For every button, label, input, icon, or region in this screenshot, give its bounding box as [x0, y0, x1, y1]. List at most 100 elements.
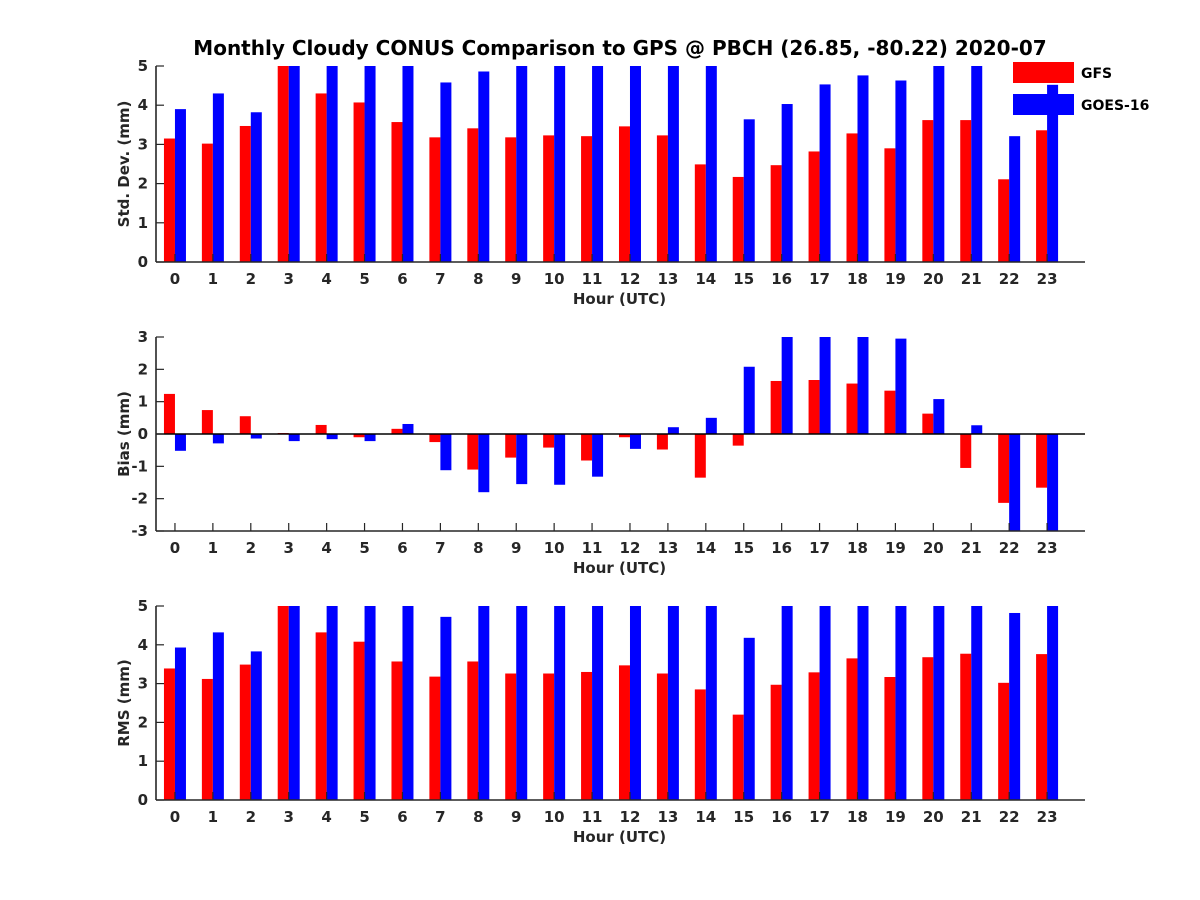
y-tick-label: 2 — [138, 175, 148, 193]
bar-goes16-hour-9 — [516, 66, 528, 262]
bar-gfs-hour-1 — [201, 143, 213, 262]
x-tick-label: 14 — [695, 808, 716, 826]
x-tick-label: 9 — [511, 539, 521, 557]
bar-goes16-hour-0 — [174, 109, 186, 263]
bar-goes16-hour-8 — [478, 71, 490, 263]
bar-gfs-hour-4 — [315, 424, 327, 434]
bar-gfs-hour-13 — [656, 434, 668, 450]
y-tick-label: 1 — [138, 752, 148, 770]
bar-gfs-hour-13 — [656, 673, 668, 800]
bar-goes16-hour-21 — [971, 606, 983, 800]
y-tick-label: 1 — [138, 393, 148, 411]
bar-gfs-hour-9 — [505, 673, 517, 800]
bar-gfs-hour-16 — [770, 380, 782, 434]
bar-goes16-hour-18 — [857, 75, 869, 262]
x-tick-label: 14 — [695, 539, 716, 557]
x-tick-label: 22 — [999, 539, 1020, 557]
bar-gfs-hour-5 — [353, 102, 365, 263]
bar-goes16-hour-14 — [705, 66, 717, 262]
x-tick-label: 11 — [582, 808, 603, 826]
y-tick-label: 3 — [138, 135, 148, 153]
bar-goes16-hour-0 — [174, 434, 186, 451]
bar-gfs-hour-15 — [732, 434, 744, 446]
bar-goes16-hour-10 — [554, 66, 566, 262]
x-tick-label: 20 — [923, 539, 944, 557]
y-tick-label: 4 — [138, 96, 148, 114]
bar-gfs-hour-1 — [201, 410, 213, 434]
x-tick-label: 21 — [961, 539, 982, 557]
x-tick-label: 23 — [1037, 808, 1058, 826]
bar-gfs-hour-19 — [884, 390, 896, 434]
x-tick-label: 6 — [397, 808, 407, 826]
bar-gfs-hour-4 — [315, 632, 327, 800]
bar-goes16-hour-20 — [933, 66, 945, 262]
bar-gfs-hour-14 — [694, 164, 706, 262]
bar-gfs-hour-21 — [960, 120, 972, 262]
bar-gfs-hour-14 — [694, 689, 706, 800]
bar-gfs-hour-0 — [163, 138, 175, 262]
bar-goes16-hour-3 — [288, 434, 300, 442]
x-tick-label: 12 — [620, 270, 641, 288]
x-tick-label: 0 — [170, 270, 180, 288]
bar-goes16-hour-9 — [516, 606, 528, 800]
bar-gfs-hour-20 — [922, 413, 934, 434]
x-tick-label: 1 — [208, 808, 218, 826]
bar-gfs-hour-2 — [239, 664, 251, 800]
x-tick-label: 17 — [809, 270, 830, 288]
bar-gfs-hour-12 — [618, 126, 630, 263]
legend-swatch-gfs — [1013, 62, 1074, 83]
bar-goes16-hour-1 — [212, 434, 224, 444]
legend-swatch-goes16 — [1013, 94, 1074, 115]
bar-goes16-hour-8 — [478, 434, 490, 493]
bar-goes16-hour-1 — [212, 93, 224, 262]
bar-goes16-hour-2 — [250, 651, 262, 800]
bar-gfs-hour-6 — [391, 428, 403, 434]
bar-goes16-hour-11 — [592, 434, 604, 477]
x-tick-label: 13 — [657, 808, 678, 826]
bar-goes16-hour-23 — [1047, 434, 1059, 531]
x-tick-label: 15 — [733, 539, 754, 557]
y-tick-label: 2 — [138, 360, 148, 378]
x-tick-label: 20 — [923, 270, 944, 288]
y-tick-label: 4 — [138, 636, 148, 654]
y-axis-label: Std. Dev. (mm) — [115, 101, 133, 228]
x-tick-label: 11 — [582, 539, 603, 557]
bar-goes16-hour-20 — [933, 606, 945, 800]
bar-gfs-hour-2 — [239, 125, 251, 262]
bar-goes16-hour-23 — [1047, 606, 1059, 800]
bar-goes16-hour-23 — [1047, 84, 1059, 262]
bar-gfs-hour-18 — [846, 383, 858, 434]
x-tick-label: 10 — [544, 270, 565, 288]
x-tick-label: 8 — [473, 270, 483, 288]
bar-goes16-hour-5 — [364, 434, 376, 442]
bar-goes16-hour-3 — [288, 66, 300, 262]
bar-goes16-hour-6 — [402, 606, 414, 800]
x-tick-label: 1 — [208, 270, 218, 288]
x-tick-label: 5 — [359, 808, 369, 826]
y-axis-label: RMS (mm) — [115, 659, 133, 746]
legend: GFS GOES-16 — [1013, 62, 1149, 115]
x-tick-label: 0 — [170, 539, 180, 557]
legend-label-goes16: GOES-16 — [1081, 98, 1149, 114]
x-tick-label: 18 — [847, 808, 868, 826]
bar-goes16-hour-0 — [174, 647, 186, 800]
y-tick-label: 0 — [138, 425, 148, 443]
bar-gfs-hour-17 — [808, 151, 820, 262]
bar-gfs-hour-20 — [922, 657, 934, 800]
x-tick-label: 17 — [809, 539, 830, 557]
bar-gfs-hour-10 — [543, 673, 555, 800]
x-tick-label: 3 — [283, 808, 293, 826]
bar-goes16-hour-19 — [895, 606, 907, 800]
y-tick-label: -2 — [131, 490, 148, 508]
bar-gfs-hour-1 — [201, 678, 213, 800]
bar-goes16-hour-22 — [1009, 612, 1021, 800]
bar-gfs-hour-15 — [732, 176, 744, 262]
bar-gfs-hour-5 — [353, 434, 365, 438]
bar-goes16-hour-5 — [364, 66, 376, 262]
bar-goes16-hour-10 — [554, 434, 566, 485]
x-tick-label: 8 — [473, 808, 483, 826]
bar-gfs-hour-5 — [353, 641, 365, 800]
